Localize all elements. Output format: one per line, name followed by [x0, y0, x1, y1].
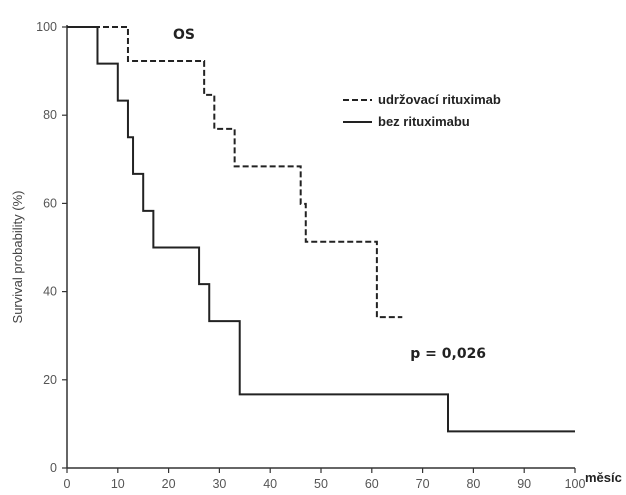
x-axis-title: měsíc: [585, 470, 622, 485]
x-tick-group: 0 10 20 30 40 50 60 70 80 90 100: [64, 468, 586, 491]
x-tick-label: 80: [466, 477, 480, 491]
y-tick-label: 80: [43, 108, 57, 122]
legend: udržovací rituximab bez rituximabu: [343, 92, 501, 129]
legend-label-no-rituximab: bez rituximabu: [378, 114, 470, 129]
chart-title: OS: [173, 27, 195, 43]
series-group: [67, 26, 575, 433]
x-tick-label: 40: [263, 477, 277, 491]
p-value-annotation: p = 0,026: [410, 346, 486, 362]
x-tick-label: 60: [365, 477, 379, 491]
y-tick-group: 0 20 40 60 80 100: [36, 20, 67, 475]
y-tick-label: 0: [50, 461, 57, 475]
y-tick-label: 100: [36, 20, 57, 34]
x-tick-label: 70: [416, 477, 430, 491]
plot-area: 0 10 20 30 40 50 60 70 80 90 100 0 20 40 60 80 100: [36, 20, 585, 491]
y-tick-label: 20: [43, 373, 57, 387]
y-axis-title: Survival probability (%): [10, 191, 25, 324]
x-tick-label: 0: [64, 477, 71, 491]
x-tick-label: 50: [314, 477, 328, 491]
survival-curve-maintenance-rituximab: [67, 26, 403, 319]
x-tick-label: 10: [111, 477, 125, 491]
x-tick-label: 20: [162, 477, 176, 491]
x-tick-label: 90: [517, 477, 531, 491]
y-tick-label: 60: [43, 196, 57, 210]
x-tick-label: 30: [212, 477, 226, 491]
survival-curve-no-rituximab: [67, 26, 575, 433]
y-tick-label: 40: [43, 285, 57, 299]
x-tick-label: 100: [565, 477, 586, 491]
legend-label-maintenance-rituximab: udržovací rituximab: [378, 92, 501, 107]
